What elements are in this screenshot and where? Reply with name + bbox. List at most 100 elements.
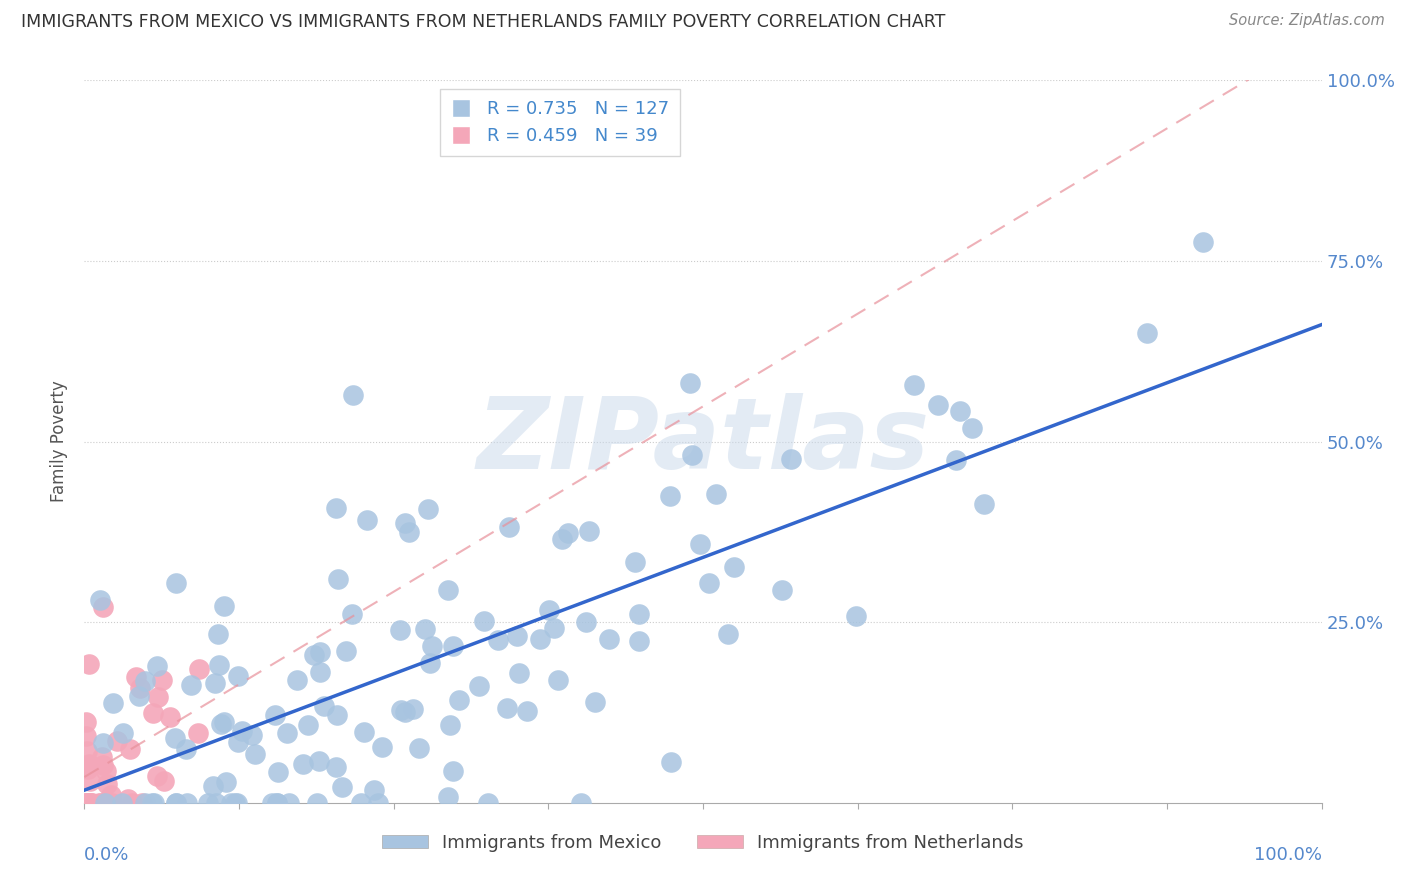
Point xyxy=(419,657,441,671)
Point xyxy=(277,796,299,810)
Point xyxy=(76,796,98,810)
Point xyxy=(76,796,98,810)
Point xyxy=(75,796,97,810)
Point xyxy=(96,764,118,779)
Text: IMMIGRANTS FROM MEXICO VS IMMIGRANTS FROM NETHERLANDS FAMILY POVERTY CORRELATION: IMMIGRANTS FROM MEXICO VS IMMIGRANTS FRO… xyxy=(21,13,945,31)
Point xyxy=(543,621,565,635)
Point xyxy=(153,773,176,788)
Point xyxy=(537,602,560,616)
Point xyxy=(496,700,519,714)
Point xyxy=(159,710,181,724)
Point xyxy=(187,725,209,739)
Point xyxy=(267,765,290,780)
Point xyxy=(394,706,416,720)
Point xyxy=(679,376,702,390)
Point xyxy=(97,796,120,810)
Point xyxy=(689,537,711,551)
Point xyxy=(207,658,229,673)
Point xyxy=(415,622,437,636)
Point xyxy=(212,599,235,614)
Point xyxy=(125,670,148,684)
Point xyxy=(91,749,114,764)
Point xyxy=(326,572,349,586)
Point xyxy=(557,526,579,541)
Point xyxy=(134,674,156,689)
Point xyxy=(706,487,728,501)
Point xyxy=(353,725,375,739)
Point xyxy=(93,758,115,772)
Point xyxy=(363,783,385,797)
Point xyxy=(547,673,569,688)
Point xyxy=(111,796,134,810)
Point xyxy=(578,524,600,538)
Point xyxy=(342,388,364,402)
Point xyxy=(325,500,347,515)
Point xyxy=(165,576,187,591)
Point xyxy=(624,555,647,569)
Point xyxy=(146,690,169,704)
Point xyxy=(326,708,349,723)
Point xyxy=(94,796,117,810)
Point xyxy=(209,717,232,731)
Point xyxy=(212,714,235,729)
Point xyxy=(508,666,530,681)
Point xyxy=(204,796,226,810)
Point xyxy=(145,769,167,783)
Point xyxy=(927,398,949,412)
Point xyxy=(225,796,247,810)
Point xyxy=(226,668,249,682)
Point xyxy=(101,696,124,710)
Point xyxy=(76,763,98,777)
Point xyxy=(129,681,152,695)
Point xyxy=(276,726,298,740)
Point xyxy=(243,747,266,761)
Point xyxy=(498,520,520,534)
Legend: Immigrants from Mexico, Immigrants from Netherlands: Immigrants from Mexico, Immigrants from … xyxy=(375,826,1031,859)
Point xyxy=(681,448,703,462)
Point xyxy=(394,516,416,530)
Point xyxy=(659,756,682,770)
Point xyxy=(903,378,925,392)
Point xyxy=(150,673,173,688)
Point xyxy=(224,796,246,810)
Point xyxy=(529,632,551,647)
Point xyxy=(121,796,143,810)
Point xyxy=(260,796,283,810)
Point xyxy=(75,714,97,729)
Point xyxy=(314,699,336,714)
Point xyxy=(96,777,118,791)
Point xyxy=(389,623,412,637)
Point xyxy=(467,679,489,693)
Point xyxy=(79,774,101,789)
Point xyxy=(973,497,995,511)
Point xyxy=(945,452,967,467)
Point xyxy=(356,513,378,527)
Point xyxy=(439,718,461,732)
Point xyxy=(437,582,460,597)
Point xyxy=(309,645,332,659)
Point xyxy=(297,718,319,732)
Point xyxy=(569,796,592,810)
Point xyxy=(472,614,495,628)
Text: 100.0%: 100.0% xyxy=(1254,847,1322,864)
Point xyxy=(77,757,100,772)
Point xyxy=(80,796,103,810)
Point xyxy=(350,796,373,810)
Point xyxy=(197,796,219,810)
Point xyxy=(770,582,793,597)
Point xyxy=(146,658,169,673)
Point xyxy=(506,629,529,643)
Point xyxy=(131,796,153,810)
Point xyxy=(188,662,211,676)
Point xyxy=(117,792,139,806)
Point xyxy=(204,675,226,690)
Point xyxy=(134,796,156,810)
Point xyxy=(441,764,464,779)
Text: Source: ZipAtlas.com: Source: ZipAtlas.com xyxy=(1229,13,1385,29)
Point xyxy=(264,707,287,722)
Point xyxy=(391,703,413,717)
Point xyxy=(408,741,430,756)
Point xyxy=(1136,326,1159,340)
Point xyxy=(437,789,460,804)
Point xyxy=(308,754,330,768)
